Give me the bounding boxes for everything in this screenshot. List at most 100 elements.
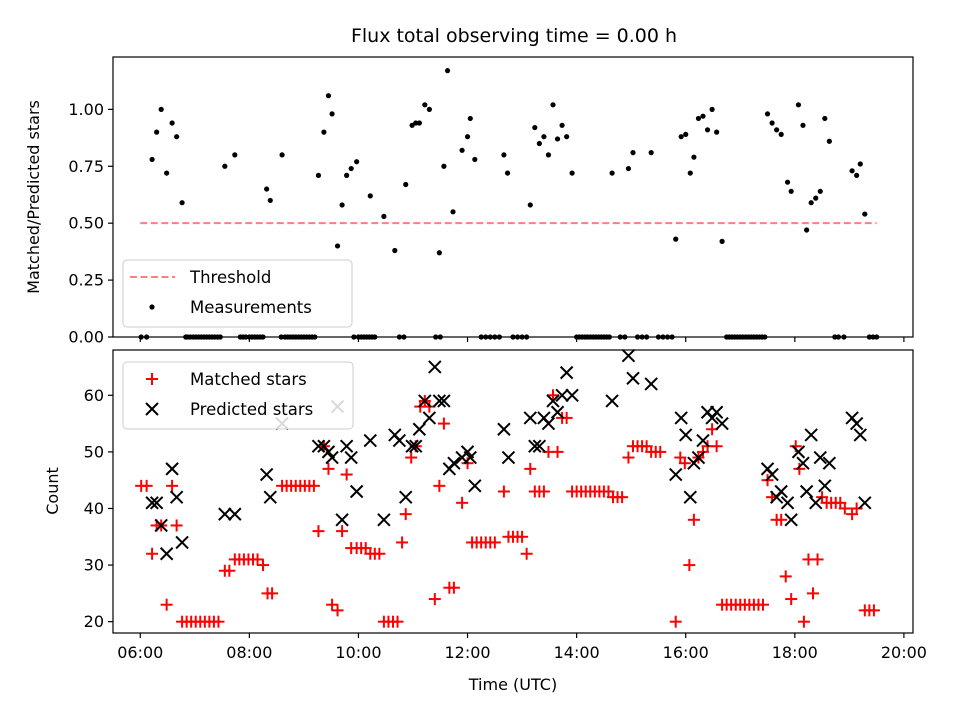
predicted-star-point — [555, 388, 569, 402]
predicted-star-point — [669, 467, 683, 482]
top-y-tick-label: 1.00 — [68, 100, 104, 119]
predicted-star-point — [145, 496, 159, 510]
predicted-star-point — [541, 416, 556, 431]
matched-stars-points — [135, 389, 880, 628]
top-y-axis-label: Matched/Predicted stars — [24, 100, 43, 294]
x-axis-label: Time (UTC) — [468, 675, 557, 694]
predicted-star-point — [784, 513, 798, 527]
x-tick-label: 08:00 — [226, 643, 272, 662]
matched-star-point — [322, 462, 335, 475]
predicted-star-point — [565, 388, 579, 402]
predicted-star-point — [447, 456, 461, 470]
measurement-point — [536, 140, 542, 147]
matched-star-point — [838, 502, 851, 515]
measurement-point — [325, 93, 332, 99]
x-tick-label: 12:00 — [444, 643, 490, 662]
matched-star-point — [779, 570, 792, 583]
predicted-star-point — [799, 484, 814, 499]
measurement-point — [822, 115, 828, 122]
measurement-point — [630, 150, 636, 156]
measurement-point — [795, 102, 802, 108]
measurement-point — [367, 193, 373, 199]
matched-star-point — [797, 615, 810, 628]
measurement-point — [625, 165, 632, 172]
matched-star-point — [266, 587, 279, 600]
measurement-point — [704, 127, 711, 133]
matched-star-point — [146, 547, 159, 560]
predicted-star-point — [311, 439, 326, 453]
measurement-point — [700, 113, 706, 119]
predicted-star-point — [149, 496, 164, 510]
measurement-point — [504, 170, 511, 176]
measurement-point — [264, 186, 270, 192]
measurement-point — [764, 111, 771, 117]
measurement-point — [441, 163, 447, 169]
matched-star-point — [811, 553, 824, 566]
predicted-star-point — [780, 496, 795, 510]
predicted-star-point — [674, 411, 688, 425]
matched-star-point — [785, 593, 798, 606]
measurement-point — [329, 111, 335, 117]
measurement-point — [527, 202, 533, 208]
x-tick-label: 10:00 — [335, 643, 381, 662]
matched-star-point — [687, 513, 700, 526]
measurement-point — [862, 211, 868, 217]
matched-star-point — [326, 598, 339, 611]
legend-measurements-swatch — [149, 304, 155, 310]
matched-star-point — [793, 462, 806, 475]
predicted-star-point — [853, 428, 867, 442]
matched-star-point — [437, 417, 450, 430]
measurement-point — [687, 170, 693, 176]
bottom-y-axis-label: Count — [43, 467, 62, 515]
predicted-star-point — [409, 439, 423, 453]
top-y-tick-label: 0.50 — [68, 214, 104, 233]
legend-threshold-label: Threshold — [189, 268, 271, 287]
bottom-legend: Matched stars Predicted stars — [122, 361, 354, 430]
bottom-x-ticks: 06:00 08:00 10:00 12:00 14:00 16:00 18:00 20:00 — [117, 633, 927, 662]
predicted-star-point — [715, 416, 729, 431]
measurement-point — [154, 129, 160, 135]
matched-star-point — [710, 440, 723, 453]
measurement-point — [444, 68, 451, 74]
top-y-tick-label: 0.00 — [68, 328, 104, 347]
matched-star-point — [447, 581, 460, 594]
measurement-point — [413, 120, 419, 126]
predicted-star-point — [546, 394, 560, 408]
measurement-point — [817, 188, 823, 194]
measurement-point — [564, 134, 570, 140]
measurement-point — [648, 150, 654, 156]
legend-predicted-swatch — [145, 402, 159, 416]
matched-star-point — [867, 604, 880, 617]
predicted-star-point — [344, 450, 358, 465]
predicted-star-point — [691, 450, 706, 465]
matched-star-point — [622, 451, 635, 464]
matched-star-point — [340, 468, 353, 481]
x-tick-label: 16:00 — [663, 643, 709, 662]
matched-star-point — [396, 536, 409, 549]
matched-star-point — [683, 559, 696, 572]
matched-star-point — [405, 451, 418, 464]
measurement-point — [691, 154, 697, 160]
measurement-point — [436, 250, 442, 256]
measurement-point — [422, 102, 428, 108]
measurement-point — [472, 156, 478, 163]
measurement-point — [315, 172, 322, 178]
predicted-star-point — [335, 513, 349, 527]
measurement-point — [222, 163, 228, 169]
measurement-point — [673, 236, 679, 242]
measurement-point — [554, 136, 561, 142]
measurement-point — [279, 152, 285, 158]
measurement-point — [719, 238, 725, 244]
matched-star-point — [551, 445, 564, 458]
matched-star-point — [251, 553, 264, 566]
x-tick-label: 18:00 — [772, 643, 818, 662]
bottom-plot-frame — [112, 349, 914, 634]
measurement-point — [813, 195, 819, 201]
measurement-point — [392, 247, 398, 254]
measurement-point — [501, 152, 507, 158]
measurement-point — [695, 115, 702, 122]
top-legend: Threshold Measurements — [122, 259, 353, 328]
predicted-star-point — [765, 467, 779, 482]
matched-star-point — [223, 564, 236, 577]
predicted-star-point — [175, 535, 189, 550]
